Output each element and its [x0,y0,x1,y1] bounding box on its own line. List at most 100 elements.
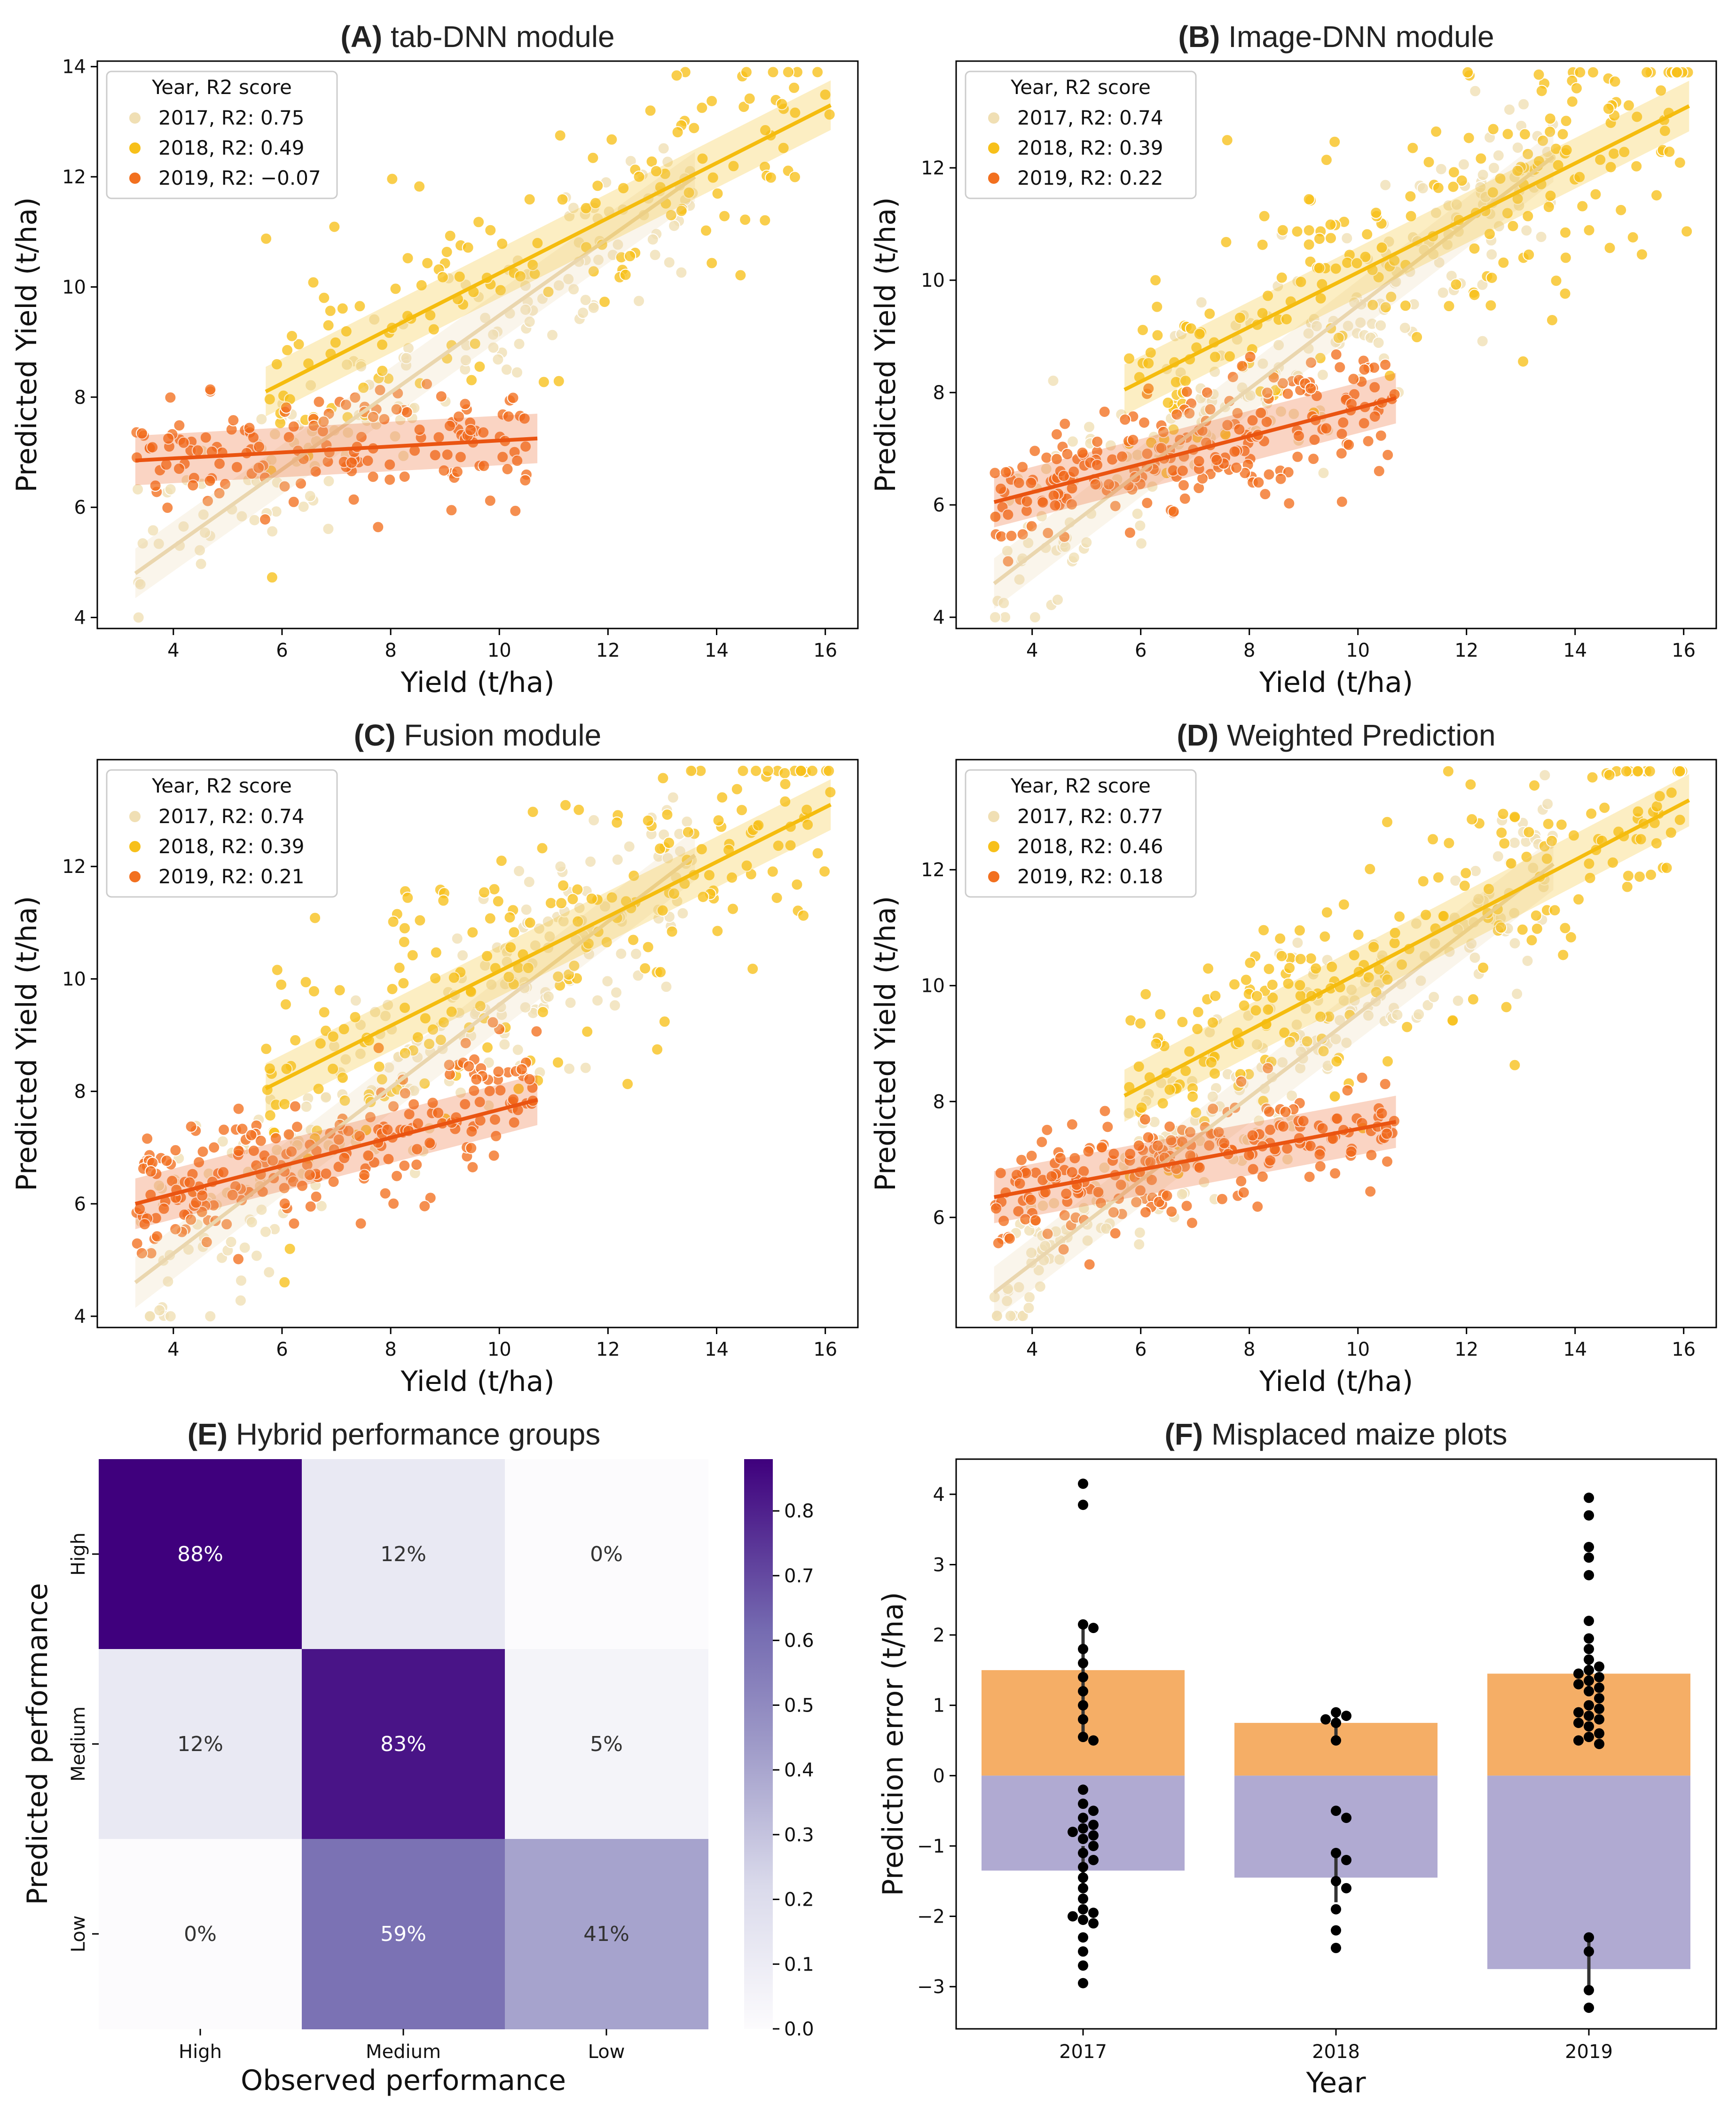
data-point [1275,405,1287,418]
data-point [361,455,374,467]
data-point [376,365,389,377]
data-point [782,66,794,79]
data-point [1335,495,1348,508]
data-point [587,265,600,278]
legend-title: Year, R2 score [151,774,292,797]
data-point [1476,335,1489,347]
data-point [1005,530,1018,542]
data-point [1291,936,1304,949]
y-tick-label: −2 [917,1906,945,1928]
data-point [1621,880,1634,893]
data-point [1525,934,1538,947]
data-point [162,432,175,445]
data-point [1078,1823,1088,1834]
data-point [232,1253,244,1265]
data-point [615,947,628,960]
data-point [657,142,670,155]
colorbar-tick-label: 0.5 [784,1695,814,1716]
data-point [789,106,801,119]
data-point [1078,1834,1088,1844]
data-point [1078,1904,1088,1915]
data-point [646,233,659,246]
x-tick-label: 14 [705,640,729,661]
x-tick-label: 16 [1672,1339,1696,1360]
scatter-panel-A: (A) tab-DNN module 4 6 8 10 12 14 16 4 6 8 10 12 14 Yi… [10,20,859,699]
data-point [1004,1310,1017,1322]
x-axis-label: Year [1305,2066,1366,2099]
data-point [478,886,490,899]
data-point [251,1249,263,1262]
cell-label: 41% [583,1922,629,1946]
data-point [519,279,532,292]
data-point [1162,396,1174,409]
data-point [587,301,600,314]
data-point [624,250,636,262]
data-point [1586,771,1599,784]
data-point [1584,1686,1594,1697]
data-point [592,253,605,266]
data-point [627,934,640,946]
data-point [397,977,410,990]
data-point [1492,220,1505,233]
panel-title: (C) Fusion module [354,718,601,752]
x-tick-label: 12 [596,1339,620,1360]
data-point [456,949,469,962]
data-point [1257,357,1269,370]
data-point [204,1310,217,1323]
data-point [989,611,1001,624]
regression-line-2017 [134,175,696,575]
data-point [706,257,718,269]
bar-panel-F: (F) Misplaced maize plots 4 3 2 1 0 −1 −2 −3 2017… [877,1417,1717,2099]
data-point [1068,1827,1078,1838]
data-point [579,294,592,306]
y-tick-label: 12 [921,157,945,179]
data-point [1663,145,1676,158]
data-point [794,764,807,777]
data-point [1139,1206,1152,1218]
data-point [1316,369,1329,381]
data-point [259,1225,272,1238]
legend-marker-2017 [987,111,1000,125]
cell-label: 0% [590,1542,623,1566]
data-point [278,1197,291,1210]
y-tick-label: 3 [933,1554,945,1576]
data-point [1530,909,1542,922]
data-point [346,456,358,469]
data-point [1501,128,1514,141]
data-point [567,202,580,214]
data-point [738,101,750,113]
data-point [169,1144,182,1156]
data-point [605,133,618,146]
y-tick-label: 6 [74,497,86,518]
data-point [642,814,654,827]
data-point [1594,1672,1604,1682]
legend: Year, R2 score 2017, R2: 0.74 2018, R2: 0.… [106,769,338,898]
data-point [1382,448,1394,461]
data-point [1594,1704,1604,1714]
data-point [1337,898,1350,911]
data-point [376,338,388,351]
data-point [1370,206,1383,219]
data-point [536,842,549,855]
panel-letter: (E) [188,1417,228,1451]
data-point [1088,1918,1099,1929]
y-tick-label: 4 [933,1484,945,1506]
y-axis-label: Predicted performance [21,1583,54,1905]
x-tick-label: 4 [1026,640,1038,661]
data-point [1283,497,1296,510]
data-point [1176,1188,1188,1201]
data-point [508,926,520,939]
data-point [1546,314,1558,326]
data-point [149,479,162,492]
data-point [1361,228,1374,241]
data-point [823,764,835,777]
data-point [280,998,292,1011]
data-point [712,814,725,827]
data-point [507,392,519,404]
data-point [1393,910,1406,923]
y-tick-label: 6 [933,1207,945,1229]
cell-label: 83% [380,1732,426,1756]
y-tick-label: 4 [933,607,945,628]
data-point [278,1276,291,1288]
data-point [487,1149,500,1162]
